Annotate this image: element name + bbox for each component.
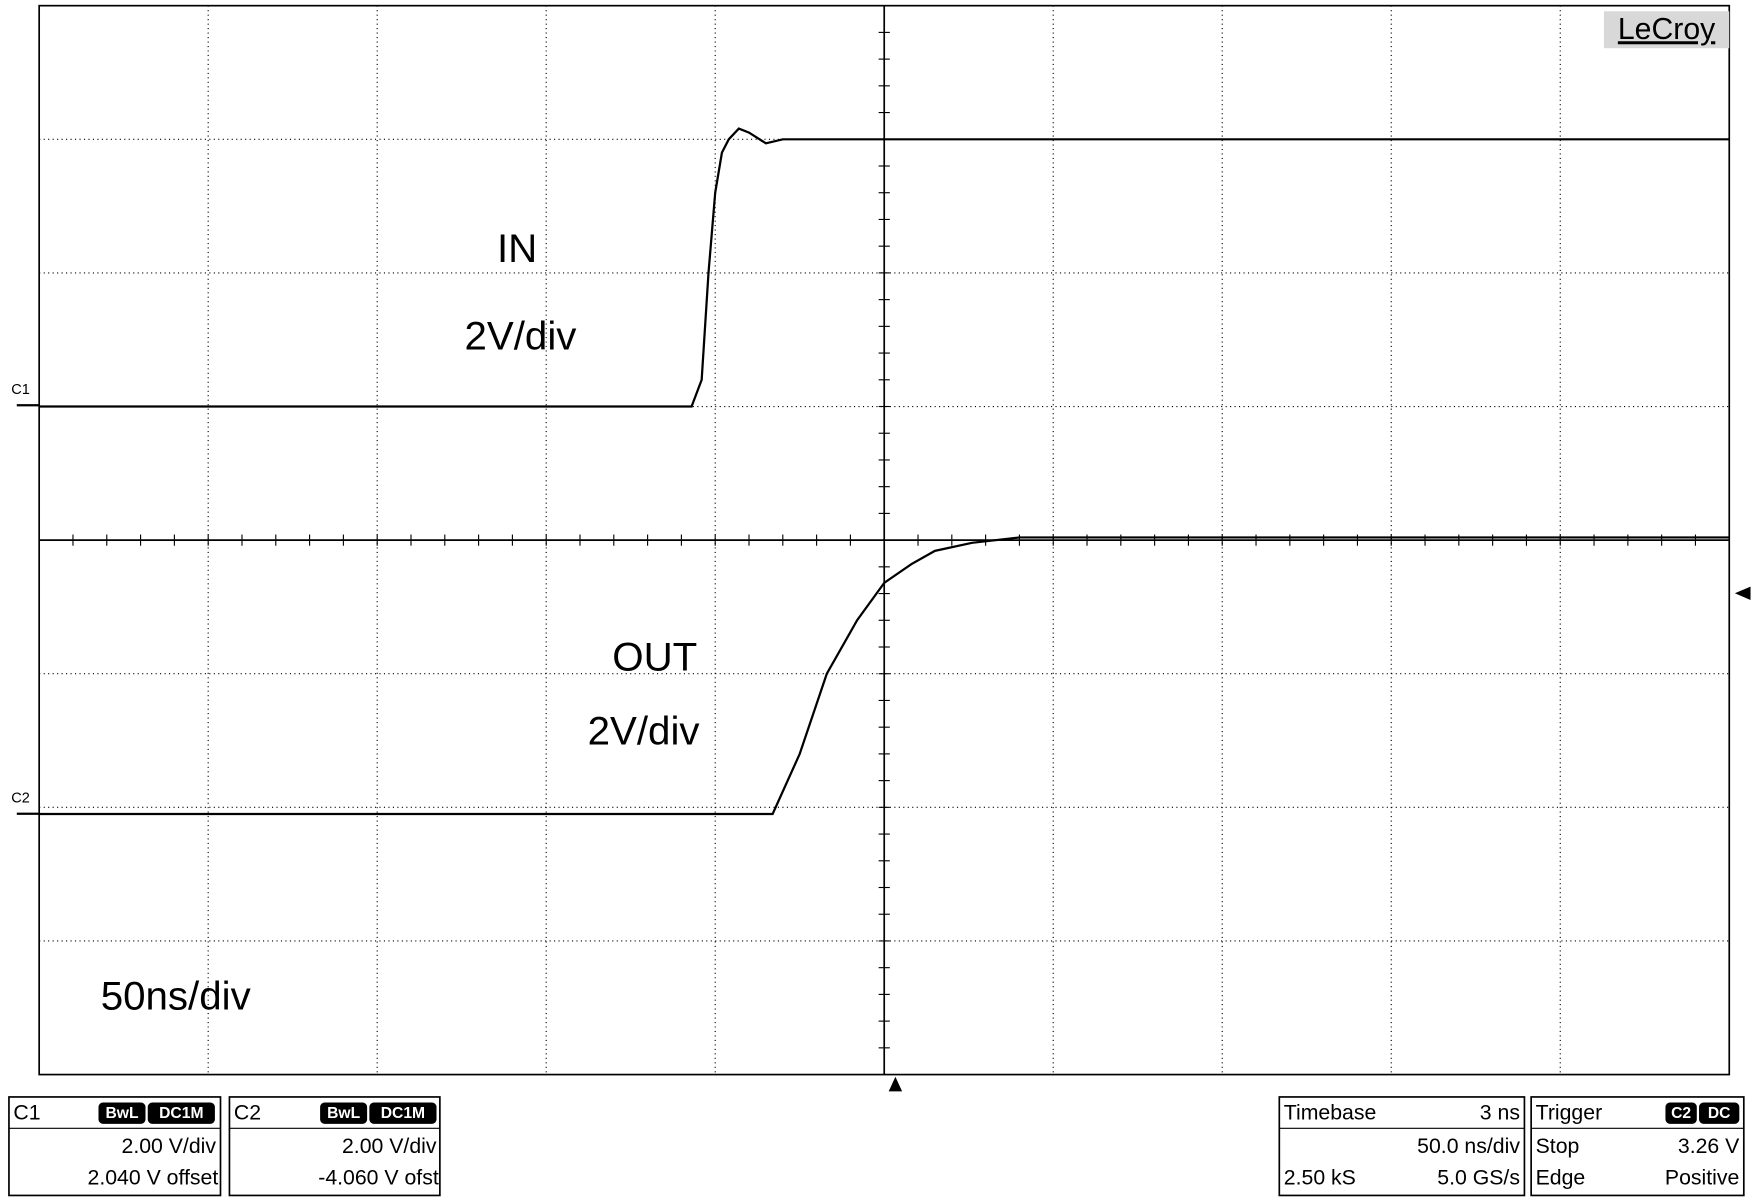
panel-value: 2.00 V/div <box>342 1134 437 1158</box>
trace <box>39 127 1730 408</box>
timebase-panel: Timebase 3 ns 50.0 ns/div 2.50 kS 5.0 GS… <box>1278 1096 1526 1197</box>
panel-box <box>1278 1096 1526 1197</box>
graticule <box>39 5 1730 1075</box>
badge-bg <box>369 1102 437 1124</box>
panel-value: -4.060 V ofst <box>318 1165 439 1189</box>
trace-scale: 2V/div <box>464 313 576 358</box>
panel-value: 2.040 V offset <box>88 1165 219 1189</box>
trigger-position-marker <box>888 1076 903 1092</box>
c2-panel: C2 BwL DC1M 2.00 V/div -4.060 V ofst <box>228 1096 441 1197</box>
panel-value: 2.50 kS <box>1284 1165 1356 1189</box>
panel-value: 3 ns <box>1480 1100 1520 1124</box>
panel-title: Timebase <box>1284 1100 1377 1124</box>
badge: C2 <box>1671 1105 1691 1122</box>
panel-value: 2.00 V/div <box>122 1134 217 1158</box>
brand: LeCroy <box>1618 13 1716 46</box>
panel-title: C1 <box>13 1100 40 1124</box>
channel-marker: C2 <box>11 791 30 807</box>
badge: DC <box>1708 1105 1731 1122</box>
plot-frame <box>38 4 1731 1076</box>
c1-panel: C1 BwL DC1M 2.00 V/div 2.040 V offset <box>8 1096 222 1197</box>
channel-marker: C1 <box>11 382 30 398</box>
trace-label: OUT <box>612 635 697 680</box>
trace-scale: 2V/div <box>588 708 700 753</box>
panel-title: Trigger <box>1536 1100 1603 1124</box>
panel-title: C2 <box>234 1100 261 1124</box>
timebase-label: 50ns/div <box>101 974 251 1019</box>
badge-bg <box>1699 1102 1740 1124</box>
badge: DC1M <box>381 1105 425 1122</box>
badge: DC1M <box>159 1105 203 1122</box>
badge: BwL <box>105 1105 138 1122</box>
trace <box>39 536 1730 816</box>
trigger-level-marker <box>1734 586 1751 600</box>
panel-value: 3.26 V <box>1678 1134 1740 1158</box>
badge-bg <box>320 1102 368 1124</box>
trace-label: IN <box>497 226 537 271</box>
panel-value: Edge <box>1536 1165 1586 1189</box>
panel-value: Positive <box>1665 1165 1739 1189</box>
traces <box>39 127 1730 816</box>
panel-value: 5.0 GS/s <box>1437 1165 1520 1189</box>
badge-bg <box>147 1102 215 1124</box>
badge-bg <box>1665 1102 1697 1124</box>
badge-bg <box>98 1102 146 1124</box>
badge: BwL <box>327 1105 360 1122</box>
panel-value: Stop <box>1536 1134 1580 1158</box>
trigger-panel: Trigger C2 DC Stop 3.26 V Edge Positive <box>1530 1096 1745 1197</box>
panel-value: 50.0 ns/div <box>1417 1134 1520 1158</box>
brand-box <box>1603 11 1730 49</box>
